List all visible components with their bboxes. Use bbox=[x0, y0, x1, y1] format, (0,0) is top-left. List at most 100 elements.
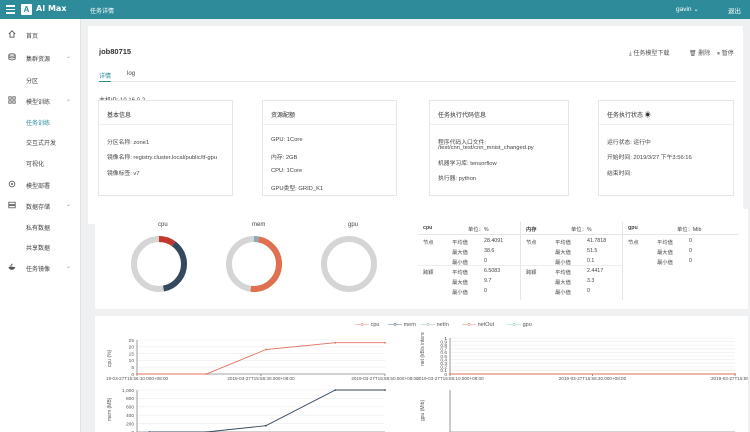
stats-metric-value: 38.6 bbox=[484, 248, 495, 254]
image-name: 镜像名称: registry.cluster.local/public/tf-g… bbox=[107, 155, 218, 161]
x-tick-label: 2019-03-27T15:56:30.000+08:00 bbox=[227, 376, 295, 381]
y-tick-label: 600 bbox=[126, 405, 134, 411]
chevron-down-icon: ⌄ bbox=[66, 202, 72, 208]
sidebar-item-cluster-resources[interactable]: 集群资源 ⌄ bbox=[0, 52, 81, 64]
chart-panel-3: gpu (Mib) bbox=[420, 390, 735, 432]
legend-marker-icon: —o— bbox=[507, 322, 523, 328]
gpu-stats-unit: 单位：Mib bbox=[677, 227, 702, 233]
stats-metric-value: 28.4091 bbox=[484, 238, 504, 244]
logo-area: A AI Max bbox=[0, 0, 81, 19]
user-menu[interactable]: gavin ⌄ bbox=[676, 5, 699, 13]
series-point-cpu bbox=[136, 373, 138, 375]
app-name: AI Max bbox=[36, 4, 67, 13]
stats-metric-label: 最大值 bbox=[452, 250, 468, 256]
trash-icon: 🗑 bbox=[689, 51, 697, 57]
stats-divider bbox=[521, 265, 622, 266]
stats-metric-value: 3.3 bbox=[587, 278, 595, 284]
breadcrumb: 任务详情 bbox=[90, 9, 115, 15]
sidebar-item-label: 共享数据 bbox=[26, 246, 51, 252]
tab-log[interactable]: log bbox=[127, 71, 136, 77]
y-tick-label: 0.4 bbox=[440, 357, 447, 363]
mem-stats: 内存 单位：% 节点 平均值 41.7818 最大值 51.5 最小值 0.1 跨颖 平均值 2.… bbox=[520, 222, 622, 300]
sidebar-item-interactive-dev[interactable]: 交互式开发 bbox=[0, 136, 81, 148]
gpu-quota: GPU: 1Core bbox=[271, 137, 303, 143]
image-tag: 镜像标签: v7 bbox=[107, 171, 140, 177]
delete-button[interactable]: 🗑 删除 bbox=[689, 48, 710, 57]
gpu-stats-header: gpu 单位：Mib bbox=[623, 222, 739, 235]
donut-segment-cpu-0 bbox=[131, 236, 187, 292]
series-point-cpu bbox=[334, 341, 337, 344]
logout-link[interactable]: 退出 bbox=[728, 8, 741, 15]
stats-metric-label: 最小值 bbox=[555, 260, 571, 266]
stats-group-label: 节点 bbox=[423, 240, 434, 246]
sidebar-item-data-storage[interactable]: 数据存储 ⌄ bbox=[0, 200, 81, 212]
hamburger-menu-icon[interactable] bbox=[6, 5, 15, 14]
legend-item-netOut[interactable]: —o— netOut bbox=[462, 322, 494, 328]
legend-label: gpu bbox=[522, 322, 532, 328]
x-tick-label: 2019-03-27T15:56:50.000+08:00 bbox=[351, 376, 419, 381]
download-model-button[interactable]: ⤓ 任务模型下载 bbox=[629, 48, 669, 58]
y-tick-label: 0.9 bbox=[440, 339, 447, 345]
cpu-stats-unit: 单位：% bbox=[468, 227, 489, 233]
sidebar-item-task-training[interactable]: 任务训练 bbox=[0, 116, 81, 128]
y-tick-label: 1,000 bbox=[122, 388, 134, 394]
x-tick-label: 2019-03-27T15:56:50.0 bbox=[711, 376, 748, 381]
chart-legend: —o— cpu —o— mem —o— netIn —o— netOut —o— gpu bbox=[355, 322, 532, 332]
stats-metric-label: 最小值 bbox=[452, 290, 468, 296]
y-axis-label: mem (MB) bbox=[107, 397, 113, 421]
legend-marker-icon: —o— bbox=[388, 322, 404, 328]
legend-item-mem[interactable]: —o— mem bbox=[388, 322, 416, 328]
resource-stats-table: cpu 单位：% 节点 平均值 28.4091 最大值 38.6 最小值 0 跨颖 平均值 6.5… bbox=[418, 222, 739, 300]
series-point-netOut bbox=[734, 373, 736, 375]
y-axis-label: cpu (%) bbox=[107, 349, 113, 367]
legend-item-gpu[interactable]: —o— gpu bbox=[507, 322, 532, 328]
stats-metric-label: 平均值 bbox=[452, 240, 468, 246]
legend-marker-icon: —o— bbox=[421, 322, 437, 328]
stats-group-label: 节点 bbox=[526, 240, 537, 246]
tab-details[interactable]: 详情 bbox=[99, 71, 112, 82]
eye-icon[interactable]: ◉ bbox=[644, 113, 651, 119]
sidebar-item-visualization[interactable]: 可视化 bbox=[0, 157, 81, 169]
sidebar-item-model-deploy[interactable]: 模型部署 bbox=[0, 179, 81, 191]
resource-usage-card bbox=[95, 209, 748, 309]
sidebar-item-label: 数据存储 bbox=[26, 205, 51, 211]
sidebar-item-partition[interactable]: 分区 bbox=[0, 74, 81, 86]
gpu-stats-title: gpu bbox=[628, 225, 638, 231]
sidebar-item-task-image[interactable]: 任务镜像 ⌄ bbox=[0, 262, 81, 274]
sidebar-item-private-data[interactable]: 私有数据 bbox=[0, 221, 81, 233]
donut-label-mem: mem bbox=[252, 222, 266, 228]
donut-track-gpu bbox=[321, 236, 377, 292]
x-tick-label: 2019-03-27T15:56:10.000+08:00 bbox=[416, 376, 484, 381]
sidebar-item-label: 分区 bbox=[26, 79, 39, 85]
sidebar-item-label: 模型部署 bbox=[26, 184, 51, 190]
cpu-quota: CPU: 1Core bbox=[271, 168, 303, 174]
chevron-down-icon: ⌄ bbox=[66, 264, 72, 270]
sidebar-item-home[interactable]: 首页 bbox=[0, 29, 81, 41]
y-tick-label: 5 bbox=[131, 365, 134, 371]
stats-metric-value: 0 bbox=[689, 258, 692, 264]
card-title: 任务执行状态 ◉ bbox=[599, 101, 733, 125]
stats-metric-label: 平均值 bbox=[555, 240, 571, 246]
sidebar-item-label: 模型训练 bbox=[26, 100, 51, 106]
stats-metric-label: 平均值 bbox=[657, 240, 673, 246]
legend-item-cpu[interactable]: —o— cpu bbox=[355, 322, 379, 328]
y-tick-label: 1 bbox=[444, 336, 447, 342]
stats-metric-label: 最小值 bbox=[657, 260, 673, 266]
legend-marker-icon: —o— bbox=[462, 322, 478, 328]
stats-metric-value: 0.1 bbox=[587, 258, 595, 264]
x-tick-label: 2019-03-27T15:56:30.000+08:00 bbox=[559, 376, 627, 381]
y-tick-label: 800 bbox=[126, 396, 134, 402]
stats-metric-value: 51.5 bbox=[587, 248, 598, 254]
cpu-stats-title: cpu bbox=[423, 225, 433, 231]
sidebar-item-shared-data[interactable]: 共享数据 bbox=[0, 241, 81, 253]
stats-metric-value: 41.7818 bbox=[587, 238, 607, 244]
stats-metric-label: 平均值 bbox=[452, 270, 468, 276]
sidebar-item-model-training[interactable]: 模型训练 ⌄ bbox=[0, 95, 81, 107]
legend-item-netIn[interactable]: —o— netIn bbox=[421, 322, 449, 328]
y-axis-label: gpu (Mib) bbox=[420, 400, 426, 421]
legend-label: netOut bbox=[477, 322, 495, 328]
pause-button[interactable]: ⏸ 暂停 bbox=[717, 48, 734, 58]
user-name: gavin bbox=[676, 6, 692, 13]
home-icon bbox=[8, 30, 16, 38]
start-time: 开始时间: 2019/3/27 下午3:56:16 bbox=[607, 155, 692, 161]
